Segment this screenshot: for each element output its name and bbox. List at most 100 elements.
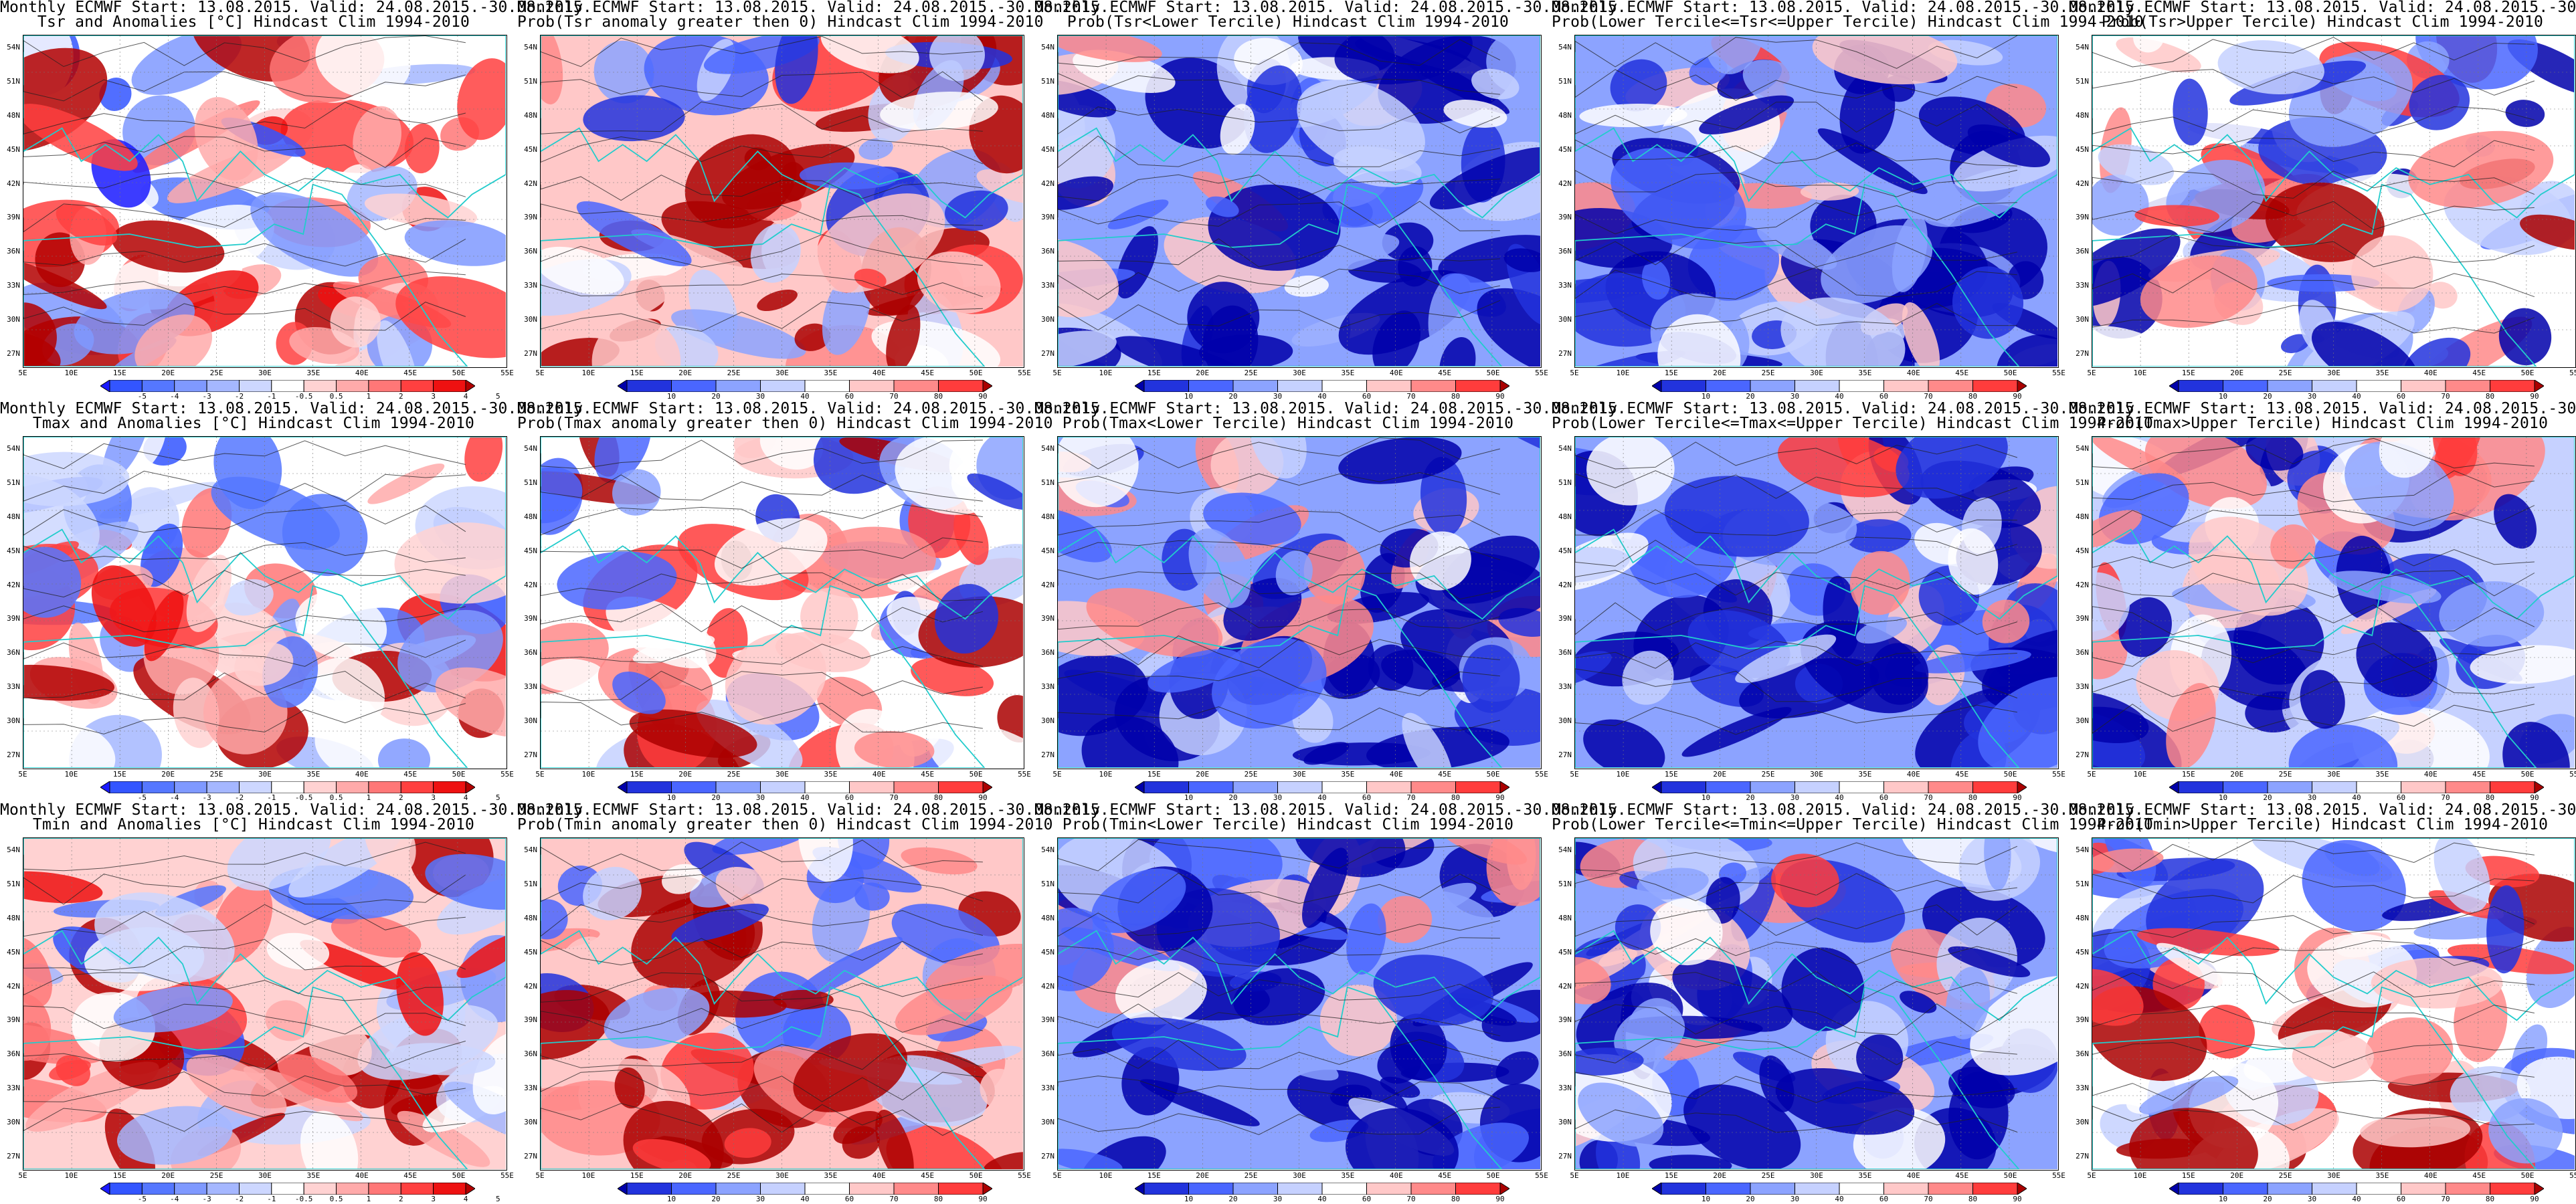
lon-tick-label: 20E bbox=[1196, 369, 1210, 377]
colorbar-label: -0.5 bbox=[294, 1195, 313, 1203]
lat-tick-label: 30N bbox=[2076, 315, 2089, 324]
colorbar-label: 60 bbox=[1362, 392, 1372, 401]
lat-tick-label: 48N bbox=[7, 913, 20, 922]
colorbar-label: 40 bbox=[1835, 392, 1844, 401]
lat-tick-label: 45N bbox=[1558, 144, 1572, 154]
lat-tick-label: 39N bbox=[2076, 1015, 2089, 1025]
lon-tick-label: 45E bbox=[403, 1171, 418, 1180]
lon-tick-label: 55E bbox=[500, 369, 514, 377]
lon-tick-label: 25E bbox=[1244, 1171, 1258, 1180]
lat-tick-label: 36N bbox=[2076, 247, 2089, 256]
lat-tick-label: 54N bbox=[524, 845, 537, 854]
lat-tick-label: 42N bbox=[524, 981, 537, 991]
colorbar-label: 20 bbox=[1228, 793, 1238, 802]
colorbar-label: 40 bbox=[1317, 1195, 1327, 1203]
lat-tick-label: 30N bbox=[1558, 1118, 1572, 1127]
lat-tick-label: 54N bbox=[7, 444, 20, 453]
lat-tick-label: 39N bbox=[524, 614, 537, 623]
colorbar-label: 10 bbox=[1701, 793, 1711, 802]
lon-tick-label: 55E bbox=[2569, 369, 2576, 377]
lon-tick-label: 30E bbox=[1810, 1171, 1823, 1180]
map-area bbox=[1574, 35, 2059, 368]
lon-tick-label: 15E bbox=[630, 1171, 644, 1180]
colorbar-label: 2 bbox=[398, 392, 403, 401]
panel-title-line1: Monthly ECMWF Start: 13.08.2015. Valid: … bbox=[1552, 0, 2144, 16]
panel-title-line2: Prob(Tmax>Upper Tercile) Hindcast Clim 1… bbox=[2096, 415, 2549, 432]
colorbar bbox=[2169, 1183, 2544, 1195]
map-area bbox=[23, 837, 507, 1171]
lon-tick-label: 40E bbox=[872, 369, 886, 377]
lat-tick-label: 45N bbox=[2076, 546, 2089, 555]
lat-tick-label: 33N bbox=[524, 682, 537, 692]
forecast-panel: Monthly ECMWF Start: 13.08.2015. Valid: … bbox=[1552, 803, 2153, 1204]
colorbar-label: 20 bbox=[1228, 1195, 1238, 1203]
colorbar-label: 20 bbox=[1746, 793, 1755, 802]
colorbar-label: 90 bbox=[1495, 793, 1505, 802]
lat-tick-label: 51N bbox=[1041, 76, 1054, 86]
colorbar-label: 1 bbox=[366, 793, 371, 802]
colorbar-label: 30 bbox=[755, 1195, 765, 1203]
map-area bbox=[23, 35, 507, 368]
lat-tick-label: 48N bbox=[2076, 913, 2089, 922]
lon-tick-label: 50E bbox=[1486, 369, 1500, 377]
map-field bbox=[1575, 437, 2057, 768]
colorbar-label: 60 bbox=[2396, 392, 2406, 401]
lat-tick-label: 33N bbox=[2076, 682, 2089, 692]
lon-tick-label: 30E bbox=[1293, 1171, 1306, 1180]
lat-tick-label: 30N bbox=[2076, 1118, 2089, 1127]
colorbar-label: 20 bbox=[711, 1195, 721, 1203]
lon-tick-label: 30E bbox=[1293, 369, 1306, 377]
colorbar-label: 70 bbox=[1924, 1195, 1933, 1203]
lon-tick-label: 25E bbox=[1244, 770, 1258, 779]
lat-tick-label: 27N bbox=[1558, 1152, 1572, 1161]
lon-tick-label: 45E bbox=[1438, 369, 1452, 377]
lon-tick-label: 40E bbox=[2423, 770, 2437, 779]
map-area bbox=[1574, 436, 2059, 769]
colorbar-label: 80 bbox=[1451, 392, 1461, 401]
panel-title-line2: Tmin and Anomalies [°C] Hindcast Clim 19… bbox=[32, 816, 475, 833]
lat-tick-label: 54N bbox=[2076, 845, 2089, 854]
lat-tick-label: 54N bbox=[524, 43, 537, 52]
lat-tick-label: 33N bbox=[2076, 281, 2089, 290]
lon-tick-label: 35E bbox=[1858, 770, 1872, 779]
colorbar-label: 40 bbox=[1317, 392, 1327, 401]
lon-tick-label: 10E bbox=[1616, 369, 1630, 377]
map-field bbox=[1058, 35, 1540, 367]
lon-tick-label: 35E bbox=[824, 369, 838, 377]
colorbar-label: -1 bbox=[267, 1195, 276, 1203]
map-field bbox=[23, 437, 506, 768]
colorbar bbox=[618, 1183, 992, 1195]
colorbar-label: 70 bbox=[889, 793, 899, 802]
colorbar bbox=[1135, 781, 1509, 793]
lat-tick-label: 30N bbox=[2076, 716, 2089, 726]
panel-title-line2: Prob(Lower Tercile<=Tsr<=Upper Tercile) … bbox=[1552, 13, 2144, 31]
lon-tick-label: 55E bbox=[2052, 1171, 2065, 1180]
map-area bbox=[1574, 837, 2059, 1171]
lon-tick-label: 25E bbox=[727, 1171, 741, 1180]
lat-tick-label: 45N bbox=[7, 546, 20, 555]
lon-tick-label: 55E bbox=[1535, 770, 1548, 779]
lat-tick-label: 27N bbox=[2076, 349, 2089, 358]
lat-tick-label: 51N bbox=[7, 76, 20, 86]
panel-title-line2: Prob(Tsr anomaly greater then 0) Hindcas… bbox=[517, 13, 1044, 31]
lon-tick-label: 5E bbox=[1052, 770, 1062, 779]
lat-tick-label: 51N bbox=[7, 879, 20, 888]
lon-tick-label: 15E bbox=[2181, 1171, 2195, 1180]
lon-tick-label: 5E bbox=[1570, 369, 1579, 377]
lon-tick-label: 25E bbox=[1761, 369, 1775, 377]
colorbar-label: -3 bbox=[202, 793, 211, 802]
lat-tick-label: 39N bbox=[1558, 614, 1572, 623]
colorbar-label: 70 bbox=[889, 1195, 899, 1203]
lon-tick-label: 15E bbox=[2181, 770, 2195, 779]
lat-tick-label: 27N bbox=[7, 750, 20, 759]
lon-tick-label: 5E bbox=[2087, 369, 2096, 377]
lat-tick-label: 30N bbox=[1041, 716, 1054, 726]
lon-tick-label: 5E bbox=[18, 770, 27, 779]
colorbar-label: 80 bbox=[2485, 793, 2495, 802]
map-field bbox=[1058, 437, 1540, 768]
colorbar-label: -3 bbox=[202, 392, 211, 401]
lon-tick-label: 45E bbox=[2472, 770, 2486, 779]
lon-tick-label: 55E bbox=[1018, 770, 1031, 779]
lat-tick-label: 39N bbox=[1041, 1015, 1054, 1025]
lat-tick-label: 33N bbox=[2076, 1084, 2089, 1093]
